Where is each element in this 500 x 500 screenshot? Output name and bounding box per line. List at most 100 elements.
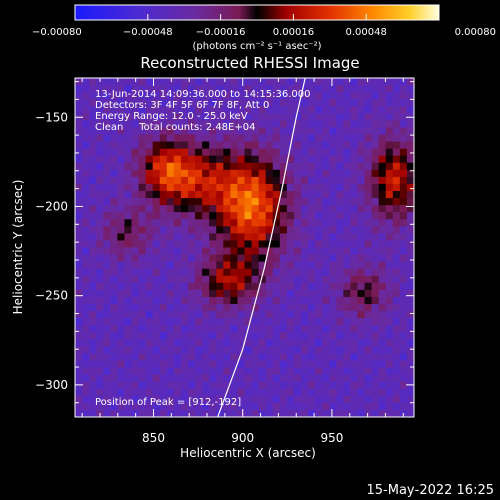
- heatmap-cell: [251, 311, 260, 319]
- heatmap-cell: [223, 176, 231, 185]
- heatmap-cell: [131, 304, 140, 312]
- heatmap-cell: [124, 176, 133, 185]
- heatmap-cell: [188, 85, 196, 93]
- heatmap-cell: [103, 304, 111, 312]
- heatmap-cell: [251, 113, 260, 121]
- heatmap-cell: [195, 353, 203, 362]
- x-tick-label: 950: [320, 431, 343, 445]
- heatmap-cell: [173, 339, 182, 347]
- heatmap-cell: [371, 360, 380, 369]
- heatmap-cell: [223, 311, 231, 319]
- heatmap-cell: [152, 311, 161, 319]
- heatmap-cell: [301, 155, 309, 164]
- heatmap-cell: [371, 92, 380, 100]
- heatmap-cell: [286, 134, 295, 143]
- heatmap-cell: [293, 113, 302, 121]
- heatmap-cell: [258, 205, 267, 213]
- heatmap-cell: [159, 367, 168, 376]
- heatmap-cell: [89, 261, 97, 270]
- heatmap-cell: [237, 226, 246, 234]
- heatmap-cell: [265, 127, 274, 136]
- heatmap-cell: [110, 247, 118, 256]
- heatmap-cell: [406, 346, 414, 355]
- heatmap-cell: [244, 148, 253, 157]
- heatmap-cell: [385, 346, 394, 355]
- heatmap-cell: [89, 85, 97, 93]
- heatmap-cell: [315, 304, 323, 312]
- heatmap-cell: [110, 325, 118, 333]
- heatmap-cell: [272, 318, 281, 326]
- heatmap-cell: [244, 388, 253, 397]
- heatmap-cell: [124, 332, 133, 340]
- heatmap-cell: [364, 183, 373, 192]
- heatmap-cell: [272, 134, 281, 143]
- heatmap-cell: [322, 148, 330, 157]
- heatmap-cell: [159, 127, 168, 136]
- heatmap-cell: [385, 275, 394, 284]
- heatmap-cell: [173, 261, 182, 270]
- heatmap-cell: [82, 127, 90, 136]
- heatmap-cell: [138, 205, 147, 213]
- heatmap-cell: [223, 247, 231, 256]
- heatmap-cell: [392, 99, 401, 107]
- heatmap-cell: [350, 395, 359, 404]
- heatmap-cell: [180, 381, 189, 390]
- heatmap-cell: [96, 318, 104, 326]
- heatmap-cell: [265, 191, 274, 199]
- heatmap-cell: [223, 148, 231, 157]
- heatmap-cell: [117, 402, 126, 411]
- heatmap-cell: [166, 247, 175, 256]
- heatmap-cell: [279, 92, 288, 100]
- heatmap-cell: [350, 240, 359, 249]
- heatmap-cell: [343, 304, 352, 312]
- heatmap-cell: [378, 176, 387, 185]
- heatmap-cell: [195, 289, 203, 298]
- heatmap-cell: [82, 275, 90, 284]
- heatmap-cell: [202, 388, 210, 397]
- heatmap-cell: [188, 219, 196, 227]
- heatmap-cell: [237, 183, 246, 192]
- heatmap-cell: [308, 374, 316, 383]
- heatmap-cell: [188, 148, 196, 157]
- heatmap-cell: [159, 169, 168, 178]
- heatmap-cell: [195, 113, 203, 121]
- heatmap-cell: [173, 85, 182, 93]
- heatmap-cell: [75, 162, 83, 171]
- heatmap-cell: [131, 339, 140, 347]
- heatmap-cell: [82, 381, 90, 390]
- heatmap-cell: [244, 198, 253, 206]
- heatmap-cell: [357, 353, 366, 362]
- heatmap-cell: [272, 388, 281, 397]
- heatmap-cell: [159, 261, 168, 270]
- heatmap-cell: [392, 388, 401, 397]
- heatmap-cell: [315, 78, 323, 86]
- heatmap-cell: [103, 205, 111, 213]
- heatmap-cell: [385, 360, 394, 369]
- heatmap-cell: [195, 311, 203, 319]
- heatmap-cell: [293, 141, 302, 150]
- heatmap-cell: [399, 339, 408, 347]
- heatmap-cell: [96, 339, 104, 347]
- heatmap-cell: [301, 99, 309, 107]
- heatmap-cell: [237, 198, 246, 206]
- heatmap-cell: [188, 353, 196, 362]
- heatmap-cell: [399, 226, 408, 234]
- heatmap-cell: [188, 106, 196, 114]
- heatmap-cell: [202, 353, 210, 362]
- heatmap-cell: [329, 254, 337, 263]
- heatmap-cell: [209, 254, 217, 263]
- heatmap-cell: [145, 183, 154, 192]
- heatmap-cell: [336, 304, 344, 312]
- heatmap-cell: [364, 296, 373, 305]
- y-tick-label: −150: [35, 110, 68, 124]
- heatmap-cell: [195, 275, 203, 284]
- heatmap-cell: [131, 219, 140, 227]
- heatmap-cell: [251, 106, 260, 114]
- heatmap-cell: [237, 254, 246, 263]
- heatmap-cell: [209, 233, 217, 242]
- heatmap-cell: [152, 261, 161, 270]
- heatmap-cell: [322, 409, 330, 417]
- heatmap-cell: [237, 388, 246, 397]
- heatmap-cell: [237, 127, 246, 136]
- heatmap-cell: [223, 325, 231, 333]
